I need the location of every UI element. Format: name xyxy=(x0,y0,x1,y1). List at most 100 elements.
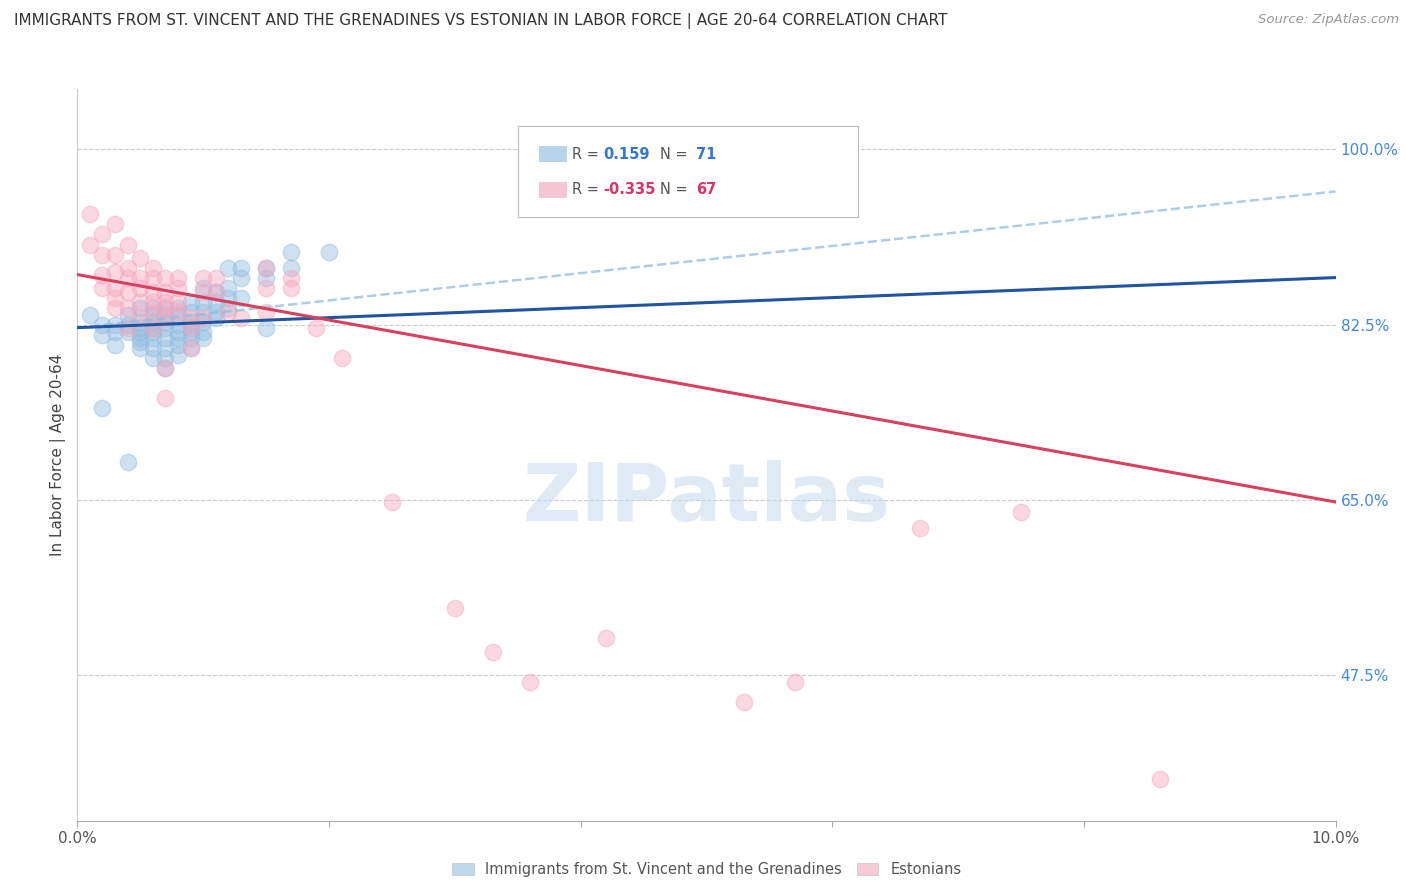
Point xyxy=(117,285,139,299)
Point xyxy=(155,360,177,375)
Point xyxy=(180,331,202,345)
Point xyxy=(180,315,202,329)
Point xyxy=(204,294,226,309)
Point xyxy=(142,341,165,355)
Point xyxy=(142,325,165,339)
Point xyxy=(191,285,215,299)
Text: R =: R = xyxy=(572,183,603,197)
Point xyxy=(204,304,226,318)
Point xyxy=(229,260,252,275)
Point xyxy=(142,320,165,334)
Point xyxy=(117,318,139,332)
Point xyxy=(104,337,127,351)
Legend: Immigrants from St. Vincent and the Grenadines, Estonians: Immigrants from St. Vincent and the Gren… xyxy=(446,856,967,883)
Point xyxy=(167,331,190,345)
Point xyxy=(229,270,252,285)
Point xyxy=(104,264,127,278)
Point xyxy=(155,351,177,365)
Point xyxy=(142,331,165,345)
Point xyxy=(217,304,239,318)
Point xyxy=(204,270,226,285)
Text: 71: 71 xyxy=(696,146,717,161)
Point xyxy=(129,301,152,315)
Point xyxy=(91,280,114,294)
Point xyxy=(444,601,467,615)
Point xyxy=(155,301,177,315)
Point xyxy=(204,285,226,299)
Point xyxy=(167,318,190,332)
Point xyxy=(79,207,101,221)
Point xyxy=(180,325,202,339)
Point xyxy=(142,320,165,334)
Point xyxy=(180,304,202,318)
Point xyxy=(318,244,340,259)
Point xyxy=(204,310,226,325)
Point xyxy=(104,291,127,305)
Point xyxy=(254,280,277,294)
Bar xyxy=(538,146,567,162)
Point xyxy=(117,301,139,315)
Point xyxy=(204,285,226,299)
Text: Source: ZipAtlas.com: Source: ZipAtlas.com xyxy=(1258,13,1399,27)
Point xyxy=(104,247,127,261)
FancyBboxPatch shape xyxy=(517,126,858,218)
Point xyxy=(142,285,165,299)
Point xyxy=(519,675,541,690)
Point xyxy=(142,351,165,365)
Point xyxy=(191,325,215,339)
Point xyxy=(155,310,177,325)
Point xyxy=(229,291,252,305)
Y-axis label: In Labor Force | Age 20-64: In Labor Force | Age 20-64 xyxy=(51,354,66,556)
Point xyxy=(155,341,177,355)
Point xyxy=(254,260,277,275)
Point xyxy=(155,320,177,334)
Point xyxy=(254,260,277,275)
Text: IMMIGRANTS FROM ST. VINCENT AND THE GRENADINES VS ESTONIAN IN LABOR FORCE | AGE : IMMIGRANTS FROM ST. VINCENT AND THE GREN… xyxy=(14,13,948,29)
Text: 67: 67 xyxy=(696,183,717,197)
Point xyxy=(91,227,114,242)
Point xyxy=(104,318,127,332)
Point xyxy=(910,521,932,535)
Point xyxy=(305,320,328,334)
Point xyxy=(91,247,114,261)
Point xyxy=(155,301,177,315)
Text: ZIPatlas: ZIPatlas xyxy=(523,459,890,538)
Point xyxy=(117,325,139,339)
Point xyxy=(180,310,202,325)
Point xyxy=(142,294,165,309)
Point xyxy=(1149,772,1171,786)
Point xyxy=(191,331,215,345)
Point xyxy=(117,320,139,334)
Point xyxy=(280,270,302,285)
Point xyxy=(280,280,302,294)
Point xyxy=(104,218,127,232)
Point xyxy=(155,331,177,345)
Point xyxy=(104,280,127,294)
Point xyxy=(167,325,190,339)
Point xyxy=(180,341,202,355)
Point xyxy=(104,301,127,315)
Point xyxy=(733,695,755,709)
Point xyxy=(129,310,152,325)
Point xyxy=(783,675,806,690)
Point xyxy=(129,251,152,265)
Point xyxy=(155,391,177,405)
Point xyxy=(167,301,190,315)
Point xyxy=(129,280,152,294)
Point xyxy=(180,294,202,309)
Point xyxy=(280,244,302,259)
Point xyxy=(167,308,190,322)
Point xyxy=(167,280,190,294)
Point xyxy=(91,401,114,415)
Point xyxy=(155,360,177,375)
Point xyxy=(79,308,101,322)
Point xyxy=(117,455,139,469)
Point xyxy=(91,268,114,282)
Point xyxy=(117,270,139,285)
Point xyxy=(129,325,152,339)
Point xyxy=(129,270,152,285)
Point xyxy=(129,334,152,349)
Point xyxy=(191,304,215,318)
Text: R =: R = xyxy=(572,146,603,161)
Text: 0.159: 0.159 xyxy=(603,146,650,161)
